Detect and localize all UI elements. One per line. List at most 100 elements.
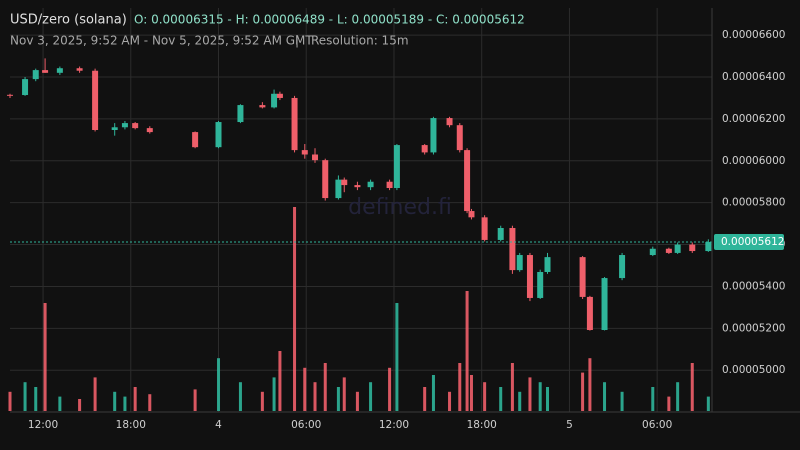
y-tick-label: 0.00006000 (722, 155, 785, 167)
volume-bar (193, 389, 197, 411)
candle-body (121, 123, 128, 128)
ohlc-header: O: 0.00006315 - H: 0.00006489 - L: 0.000… (134, 13, 525, 27)
volume-bar (78, 399, 82, 411)
x-tick-label: 5 (566, 419, 573, 431)
candle-body (56, 68, 63, 73)
volume-bar (546, 387, 550, 411)
candle-body (665, 248, 672, 253)
y-tick-label: 0.00005000 (722, 364, 785, 376)
volume-bar (238, 382, 242, 411)
candle-body (579, 257, 586, 297)
volume-bar (342, 377, 346, 411)
x-tick-label: 06:00 (291, 419, 321, 431)
candle-body (111, 127, 118, 130)
subtitle: Nov 3, 2025, 9:52 AM - Nov 5, 2025, 9:52… (10, 34, 313, 48)
candle-body (497, 228, 504, 240)
volume-bar (423, 387, 427, 411)
last-price-tag (714, 234, 784, 251)
volume-bar (528, 377, 532, 411)
y-tick-label: 0.00006200 (722, 113, 785, 125)
x-tick-label: 12:00 (379, 419, 409, 431)
y-tick-label: 0.00005400 (722, 280, 785, 292)
candle-body (146, 128, 153, 133)
volume-bar (336, 387, 340, 411)
volume-bar (538, 382, 542, 411)
candle-body (674, 244, 681, 253)
volume-bar (499, 387, 503, 411)
candle-body (586, 296, 593, 330)
candle-body (537, 271, 544, 298)
volume-bar (23, 382, 27, 411)
candle-body (341, 179, 348, 186)
y-tick-label: 0.00005800 (722, 197, 785, 209)
volume-bar (313, 382, 317, 411)
volume-bar (293, 207, 297, 411)
last-price-label: 0.00005612 (721, 236, 784, 248)
volume-bar (448, 391, 452, 411)
volume-bar (388, 367, 392, 411)
candle-body (335, 179, 342, 199)
candle-body (544, 257, 551, 272)
x-tick-label: 12:00 (28, 419, 58, 431)
volume-bar (518, 391, 522, 411)
x-tick-label: 06:00 (642, 419, 672, 431)
candle-body (526, 255, 533, 298)
x-tick-label: 4 (215, 419, 222, 431)
volume-bar (667, 396, 671, 411)
watermark: defined.fi (348, 195, 452, 220)
candle-body (481, 217, 488, 240)
candle-body (215, 122, 222, 148)
candle-body (689, 244, 696, 252)
volume-bar (483, 382, 487, 411)
volume-bar (458, 363, 462, 411)
candle-body (619, 255, 626, 279)
candle-body (259, 105, 266, 108)
volume-bar (8, 391, 12, 411)
candle-body (468, 211, 475, 218)
candle-body (92, 70, 99, 130)
volume-bar (123, 396, 127, 411)
candle-body (601, 278, 608, 330)
candle-body (291, 97, 298, 151)
volume-bar (148, 394, 152, 411)
candle-body (354, 185, 361, 188)
volume-bar (323, 363, 327, 411)
candle-body (237, 105, 244, 123)
volume-bar (58, 396, 62, 411)
volume-bar (93, 377, 97, 411)
y-tick-label: 0.00006600 (722, 29, 785, 41)
candle-body (312, 154, 319, 161)
candle-body (276, 93, 283, 98)
candle-body (42, 70, 49, 73)
candle-body (367, 181, 374, 188)
volume-bar (278, 351, 282, 411)
grid (10, 8, 712, 412)
volume-bar (469, 375, 473, 411)
volume-bar (303, 367, 307, 411)
candle-body (649, 248, 656, 256)
candle-body (509, 228, 516, 271)
y-tick-label: 0.00006400 (722, 71, 785, 83)
candle-body (393, 145, 400, 189)
resolution: Resolution: 15m (311, 34, 409, 48)
volume-bar (43, 303, 47, 411)
volume-bar (431, 375, 435, 411)
candle-body (7, 94, 13, 96)
volume-bar (651, 387, 655, 411)
volume-bar (113, 391, 117, 411)
candle-body (516, 255, 523, 271)
candle-body (22, 79, 29, 96)
candle-body (271, 93, 278, 108)
candle-body (421, 145, 428, 153)
marks (7, 58, 712, 411)
volume-bar (676, 382, 680, 411)
volume-bar (369, 382, 373, 411)
x-tick-label: 18:00 (116, 419, 146, 431)
volume-bar (34, 387, 38, 411)
volume-bar (510, 363, 514, 411)
volume-bar (272, 377, 276, 411)
candle-body (456, 125, 463, 151)
